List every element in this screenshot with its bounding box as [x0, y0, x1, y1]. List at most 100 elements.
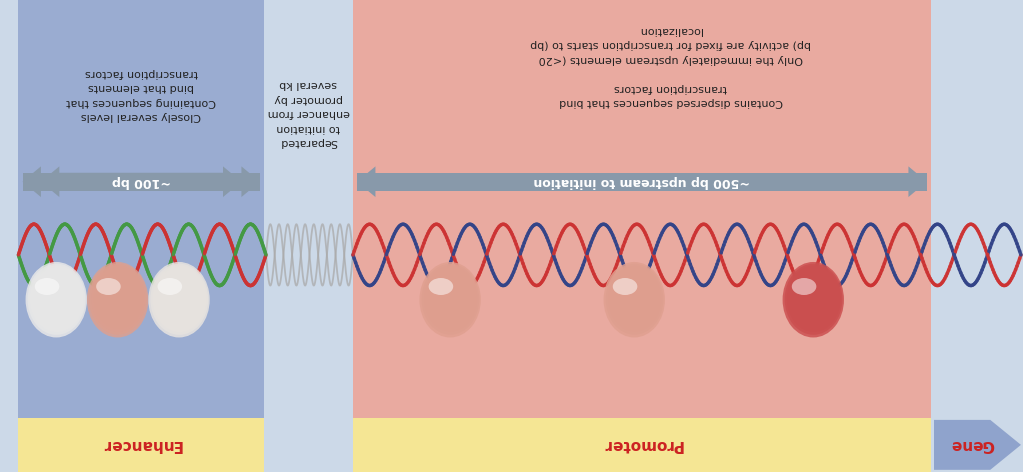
- Text: Gene: Gene: [950, 438, 994, 452]
- Ellipse shape: [436, 276, 469, 316]
- Ellipse shape: [787, 265, 841, 332]
- Ellipse shape: [34, 269, 81, 327]
- Ellipse shape: [173, 283, 191, 305]
- FancyArrow shape: [934, 420, 1021, 470]
- Ellipse shape: [419, 262, 481, 337]
- Ellipse shape: [793, 270, 837, 324]
- Ellipse shape: [612, 269, 659, 327]
- Text: Enhancer: Enhancer: [101, 438, 181, 452]
- Ellipse shape: [440, 279, 465, 311]
- Ellipse shape: [158, 278, 182, 295]
- Ellipse shape: [167, 278, 196, 313]
- Ellipse shape: [152, 265, 207, 332]
- Ellipse shape: [426, 267, 477, 329]
- Ellipse shape: [30, 265, 84, 332]
- Ellipse shape: [95, 269, 142, 327]
- FancyArrow shape: [141, 167, 241, 197]
- Bar: [353, 418, 931, 472]
- Ellipse shape: [616, 272, 656, 321]
- Ellipse shape: [165, 276, 197, 316]
- Ellipse shape: [622, 278, 651, 313]
- Ellipse shape: [624, 279, 650, 311]
- Ellipse shape: [171, 281, 192, 308]
- Ellipse shape: [424, 265, 478, 332]
- Ellipse shape: [430, 270, 473, 324]
- Ellipse shape: [626, 281, 649, 308]
- Ellipse shape: [807, 283, 826, 305]
- Ellipse shape: [157, 269, 204, 327]
- Ellipse shape: [606, 264, 663, 335]
- Ellipse shape: [159, 270, 202, 324]
- Ellipse shape: [444, 283, 462, 305]
- Ellipse shape: [87, 262, 148, 337]
- Ellipse shape: [93, 267, 143, 329]
- Ellipse shape: [32, 267, 82, 329]
- Bar: [353, 0, 931, 472]
- Ellipse shape: [103, 276, 136, 316]
- Ellipse shape: [150, 264, 209, 335]
- Ellipse shape: [803, 279, 829, 311]
- Ellipse shape: [101, 274, 137, 319]
- Bar: [18, 418, 264, 472]
- Ellipse shape: [161, 272, 201, 321]
- Ellipse shape: [801, 278, 831, 313]
- Text: Closely several levels
Containing sequences that
bind that elements
transcriptio: Closely several levels Containing sequen…: [66, 68, 216, 121]
- Bar: [357, 173, 927, 191]
- Ellipse shape: [805, 281, 828, 308]
- Ellipse shape: [97, 270, 141, 324]
- Ellipse shape: [91, 265, 145, 332]
- Text: ~100 bp: ~100 bp: [112, 175, 171, 188]
- FancyArrow shape: [23, 167, 41, 197]
- Ellipse shape: [438, 278, 466, 313]
- Ellipse shape: [434, 274, 470, 319]
- Ellipse shape: [109, 281, 131, 308]
- Ellipse shape: [421, 264, 479, 335]
- FancyArrow shape: [908, 167, 927, 197]
- Ellipse shape: [795, 272, 835, 321]
- Ellipse shape: [797, 274, 834, 319]
- FancyArrow shape: [41, 167, 141, 197]
- Ellipse shape: [791, 269, 838, 327]
- Ellipse shape: [792, 278, 816, 295]
- Ellipse shape: [613, 278, 637, 295]
- Ellipse shape: [50, 283, 69, 305]
- Ellipse shape: [35, 278, 59, 295]
- Text: Contains dispersed sequences that bind
transcription factors

Only the immediate: Contains dispersed sequences that bind t…: [531, 25, 811, 107]
- Ellipse shape: [789, 267, 840, 329]
- Ellipse shape: [429, 278, 453, 295]
- Ellipse shape: [620, 276, 653, 316]
- Ellipse shape: [44, 278, 74, 313]
- Ellipse shape: [42, 276, 75, 316]
- Ellipse shape: [799, 276, 832, 316]
- Ellipse shape: [38, 272, 78, 321]
- Ellipse shape: [628, 283, 647, 305]
- Text: Promoter: Promoter: [602, 438, 682, 452]
- Ellipse shape: [618, 274, 655, 319]
- Ellipse shape: [28, 264, 86, 335]
- Ellipse shape: [783, 262, 844, 337]
- Ellipse shape: [614, 270, 657, 324]
- Ellipse shape: [608, 265, 662, 332]
- Ellipse shape: [40, 274, 76, 319]
- Bar: [18, 0, 264, 472]
- Ellipse shape: [610, 267, 661, 329]
- Ellipse shape: [785, 264, 843, 335]
- Ellipse shape: [89, 264, 147, 335]
- Ellipse shape: [432, 272, 472, 321]
- Ellipse shape: [26, 262, 87, 337]
- Bar: [23, 173, 260, 191]
- FancyArrow shape: [357, 167, 375, 197]
- Text: Separated
to initiation
enhancer from
promoter by
several kb: Separated to initiation enhancer from pr…: [267, 79, 350, 147]
- Ellipse shape: [163, 274, 198, 319]
- Ellipse shape: [604, 262, 665, 337]
- Ellipse shape: [442, 281, 464, 308]
- Ellipse shape: [154, 267, 205, 329]
- Ellipse shape: [36, 270, 80, 324]
- Ellipse shape: [169, 279, 194, 311]
- Ellipse shape: [96, 278, 121, 295]
- Ellipse shape: [148, 262, 210, 337]
- Ellipse shape: [105, 278, 135, 313]
- Ellipse shape: [107, 279, 133, 311]
- FancyArrow shape: [241, 167, 260, 197]
- Ellipse shape: [428, 269, 475, 327]
